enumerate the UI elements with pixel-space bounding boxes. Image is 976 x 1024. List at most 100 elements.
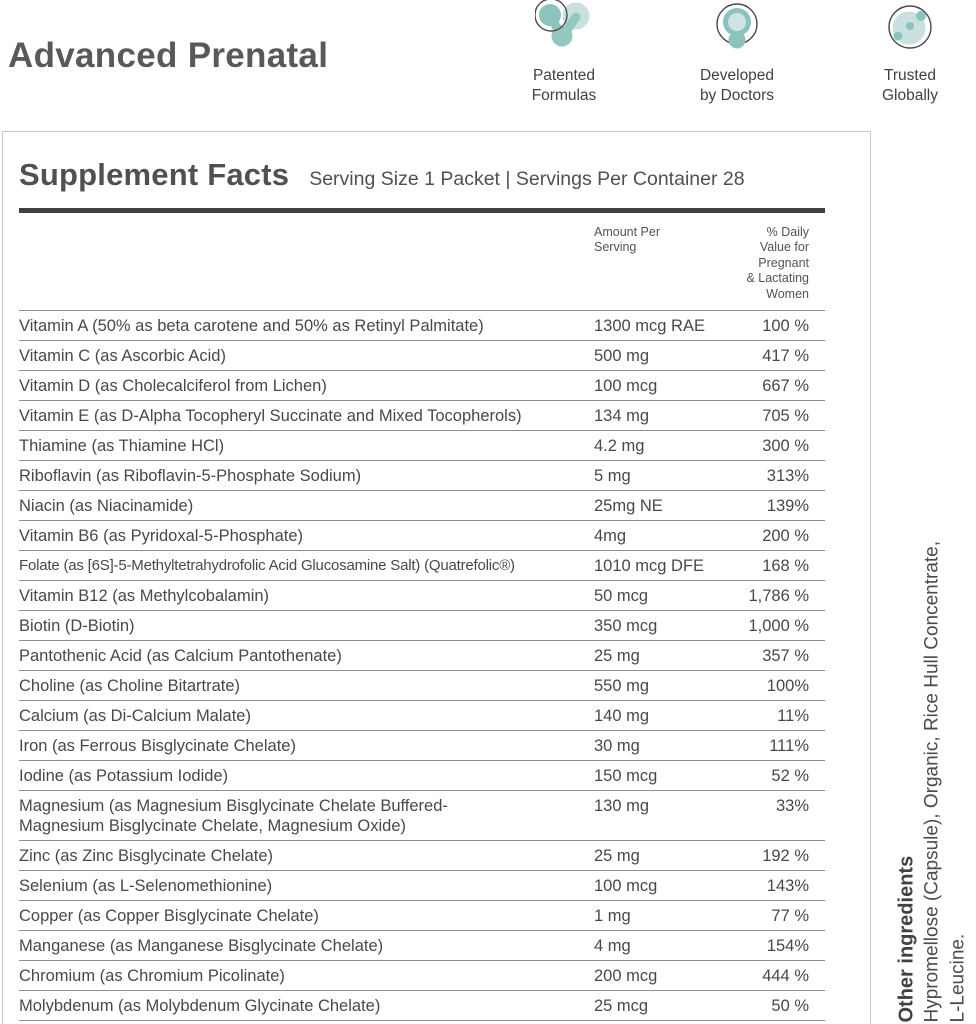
badge-developed-by-doctors: Developed by Doctors bbox=[671, 0, 803, 106]
daily-value: 1,786 % bbox=[748, 586, 809, 605]
table-row: Zinc (as Zinc Bisglycinate Chelate) 25 m… bbox=[19, 841, 825, 871]
header-rule bbox=[19, 208, 825, 213]
daily-value: 667 % bbox=[762, 376, 809, 395]
daily-value: 111% bbox=[769, 736, 809, 755]
table-row: Thiamine (as Thiamine HCl) 4.2 mg 300 % bbox=[19, 431, 825, 461]
ingredient-name: Zinc (as Zinc Bisglycinate Chelate) bbox=[19, 846, 274, 865]
amount-value: 1010 mcg DFE bbox=[594, 556, 705, 575]
other-ingredients-line: Hypromellose (Capsule), Organic, Rice Hu… bbox=[921, 540, 943, 1023]
table-row: Vitamin B6 (as Pyridoxal-5-Phosphate) 4m… bbox=[19, 521, 825, 551]
column-headers: Amount Per Serving % Daily Value for Pre… bbox=[19, 213, 825, 311]
table-row: Pantothenic Acid (as Calcium Pantothenat… bbox=[19, 641, 825, 671]
badge-patented-formulas: Patented Formulas bbox=[498, 0, 630, 106]
amount-column-header: Amount Per Serving bbox=[594, 224, 661, 255]
daily-value: 444 % bbox=[762, 966, 809, 985]
ingredient-name: Vitamin D (as Cholecalciferol from Liche… bbox=[19, 376, 327, 395]
ingredient-name: Pantothenic Acid (as Calcium Pantothenat… bbox=[19, 646, 342, 665]
table-row: Manganese (as Manganese Bisglycinate Che… bbox=[19, 931, 825, 961]
table-row: Vitamin C (as Ascorbic Acid) 500 mg 417 … bbox=[19, 341, 825, 371]
daily-value: 143% bbox=[766, 876, 809, 895]
amount-value: 150 mcg bbox=[594, 766, 658, 785]
facts-table: Vitamin A (50% as beta carotene and 50% … bbox=[19, 311, 825, 1024]
amount-value: 4.2 mg bbox=[594, 436, 645, 455]
ingredient-name: Vitamin A (50% as beta carotene and 50% … bbox=[19, 316, 484, 335]
ingredient-name: Vitamin C (as Ascorbic Acid) bbox=[19, 346, 226, 365]
amount-value: 100 mcg bbox=[594, 376, 658, 395]
ingredient-name: Calcium (as Di-Calcium Malate) bbox=[19, 706, 251, 725]
amount-value: 130 mg bbox=[594, 796, 650, 815]
table-row: Vitamin D (as Cholecalciferol from Liche… bbox=[19, 371, 825, 401]
daily-value: 200 % bbox=[762, 526, 809, 545]
amount-value: 25 mg bbox=[594, 646, 640, 665]
daily-value: 417 % bbox=[762, 346, 809, 365]
daily-value: 705 % bbox=[762, 406, 809, 425]
amount-value: 134 mg bbox=[594, 406, 650, 425]
table-row: Selenium (as L-Selenomethionine) 100 mcg… bbox=[19, 871, 825, 901]
daily-value: 77 % bbox=[771, 906, 809, 925]
daily-value: 100% bbox=[766, 676, 809, 695]
ingredient-name: Vitamin E (as D-Alpha Tocopheryl Succina… bbox=[19, 406, 522, 425]
ingredient-name: Copper (as Copper Bisglycinate Chelate) bbox=[19, 906, 319, 925]
amount-value: 350 mcg bbox=[594, 616, 658, 635]
table-row: Copper (as Copper Bisglycinate Chelate) … bbox=[19, 901, 825, 931]
daily-value: 52 % bbox=[771, 766, 809, 785]
table-row: Iodine (as Potassium Iodide) 150 mcg 52 … bbox=[19, 761, 825, 791]
table-row: Riboflavin (as Riboflavin-5-Phosphate So… bbox=[19, 461, 825, 491]
daily-value: 50 % bbox=[771, 996, 809, 1015]
ingredient-name: Folate (as [6S]-5-Methyltetrahydrofolic … bbox=[19, 556, 515, 574]
table-row: Vitamin A (50% as beta carotene and 50% … bbox=[19, 311, 825, 341]
amount-value: 550 mg bbox=[594, 676, 650, 695]
amount-value: 4 mg bbox=[594, 936, 631, 955]
table-row: Magnesium (as Magnesium Bisglycinate Che… bbox=[19, 791, 825, 841]
daily-value: 313% bbox=[766, 466, 809, 485]
ingredient-name: Manganese (as Manganese Bisglycinate Che… bbox=[19, 936, 384, 955]
amount-value: 200 mcg bbox=[594, 966, 658, 985]
table-row: Calcium (as Di-Calcium Malate) 140 mg 11… bbox=[19, 701, 825, 731]
amount-value: 50 mcg bbox=[594, 586, 649, 605]
table-row: Molybdenum (as Molybdenum Glycinate Chel… bbox=[19, 991, 825, 1021]
other-ingredients-heading: Other ingredients bbox=[895, 855, 918, 1023]
serving-info: Serving Size 1 Packet | Servings Per Con… bbox=[309, 168, 745, 190]
trusted-globally-icon bbox=[881, 0, 939, 58]
daily-value: 100 % bbox=[762, 316, 809, 335]
ingredient-name: Riboflavin (as Riboflavin-5-Phosphate So… bbox=[19, 466, 362, 485]
ingredient-name: Chromium (as Chromium Picolinate) bbox=[19, 966, 285, 985]
table-row: Niacin (as Niacinamide) 25mg NE 139% bbox=[19, 491, 825, 521]
daily-value: 33% bbox=[775, 796, 809, 815]
amount-value: 500 mg bbox=[594, 346, 650, 365]
amount-value: 100 mcg bbox=[594, 876, 658, 895]
amount-value: 25 mg bbox=[594, 846, 640, 865]
daily-value: 154% bbox=[766, 936, 809, 955]
ingredient-name: Vitamin B12 (as Methylcobalamin) bbox=[19, 586, 270, 605]
daily-value: 192 % bbox=[762, 846, 809, 865]
table-row: Iron (as Ferrous Bisglycinate Chelate) 3… bbox=[19, 731, 825, 761]
ingredient-name: Selenium (as L-Selenomethionine) bbox=[19, 876, 273, 895]
patented-formulas-icon bbox=[535, 0, 593, 58]
daily-value: 1,000 % bbox=[748, 616, 809, 635]
ingredient-name: Niacin (as Niacinamide) bbox=[19, 496, 194, 515]
amount-value: 25mg NE bbox=[594, 496, 663, 515]
badge-label: Patented Formulas bbox=[531, 67, 597, 104]
other-ingredients: Other ingredients Hypromellose (Capsule)… bbox=[894, 438, 972, 1023]
daily-value: 357 % bbox=[762, 646, 809, 665]
badge-strip: Patented Formulas Developed by Doctors bbox=[498, 0, 976, 106]
ingredient-name: Molybdenum (as Molybdenum Glycinate Chel… bbox=[19, 996, 381, 1015]
page-title: Advanced Prenatal bbox=[8, 36, 329, 75]
daily-value: 11% bbox=[777, 706, 809, 725]
ingredient-name: Vitamin B6 (as Pyridoxal-5-Phosphate) bbox=[19, 526, 303, 545]
daily-value-column-header: % Daily Value for Pregnant & Lactating W… bbox=[746, 224, 809, 301]
ingredient-name: Iron (as Ferrous Bisglycinate Chelate) bbox=[19, 736, 296, 755]
amount-value: 30 mg bbox=[594, 736, 640, 755]
table-row: Chromium (as Chromium Picolinate) 200 mc… bbox=[19, 961, 825, 991]
ingredient-name: Choline (as Choline Bitartrate) bbox=[19, 676, 241, 695]
amount-value: 1 mg bbox=[594, 906, 631, 925]
supplement-facts-header: Supplement Facts Serving Size 1 Packet |… bbox=[19, 157, 854, 193]
amount-value: 140 mg bbox=[594, 706, 650, 725]
daily-value: 139% bbox=[766, 496, 809, 515]
table-row: Vitamin E (as D-Alpha Tocopheryl Succina… bbox=[19, 401, 825, 431]
table-row: Biotin (D-Biotin) 350 mcg 1,000 % bbox=[19, 611, 825, 641]
badge-label: Trusted Globally bbox=[882, 67, 938, 104]
amount-value: 25 mcg bbox=[594, 996, 649, 1015]
ingredient-name: Biotin (D-Biotin) bbox=[19, 616, 135, 635]
